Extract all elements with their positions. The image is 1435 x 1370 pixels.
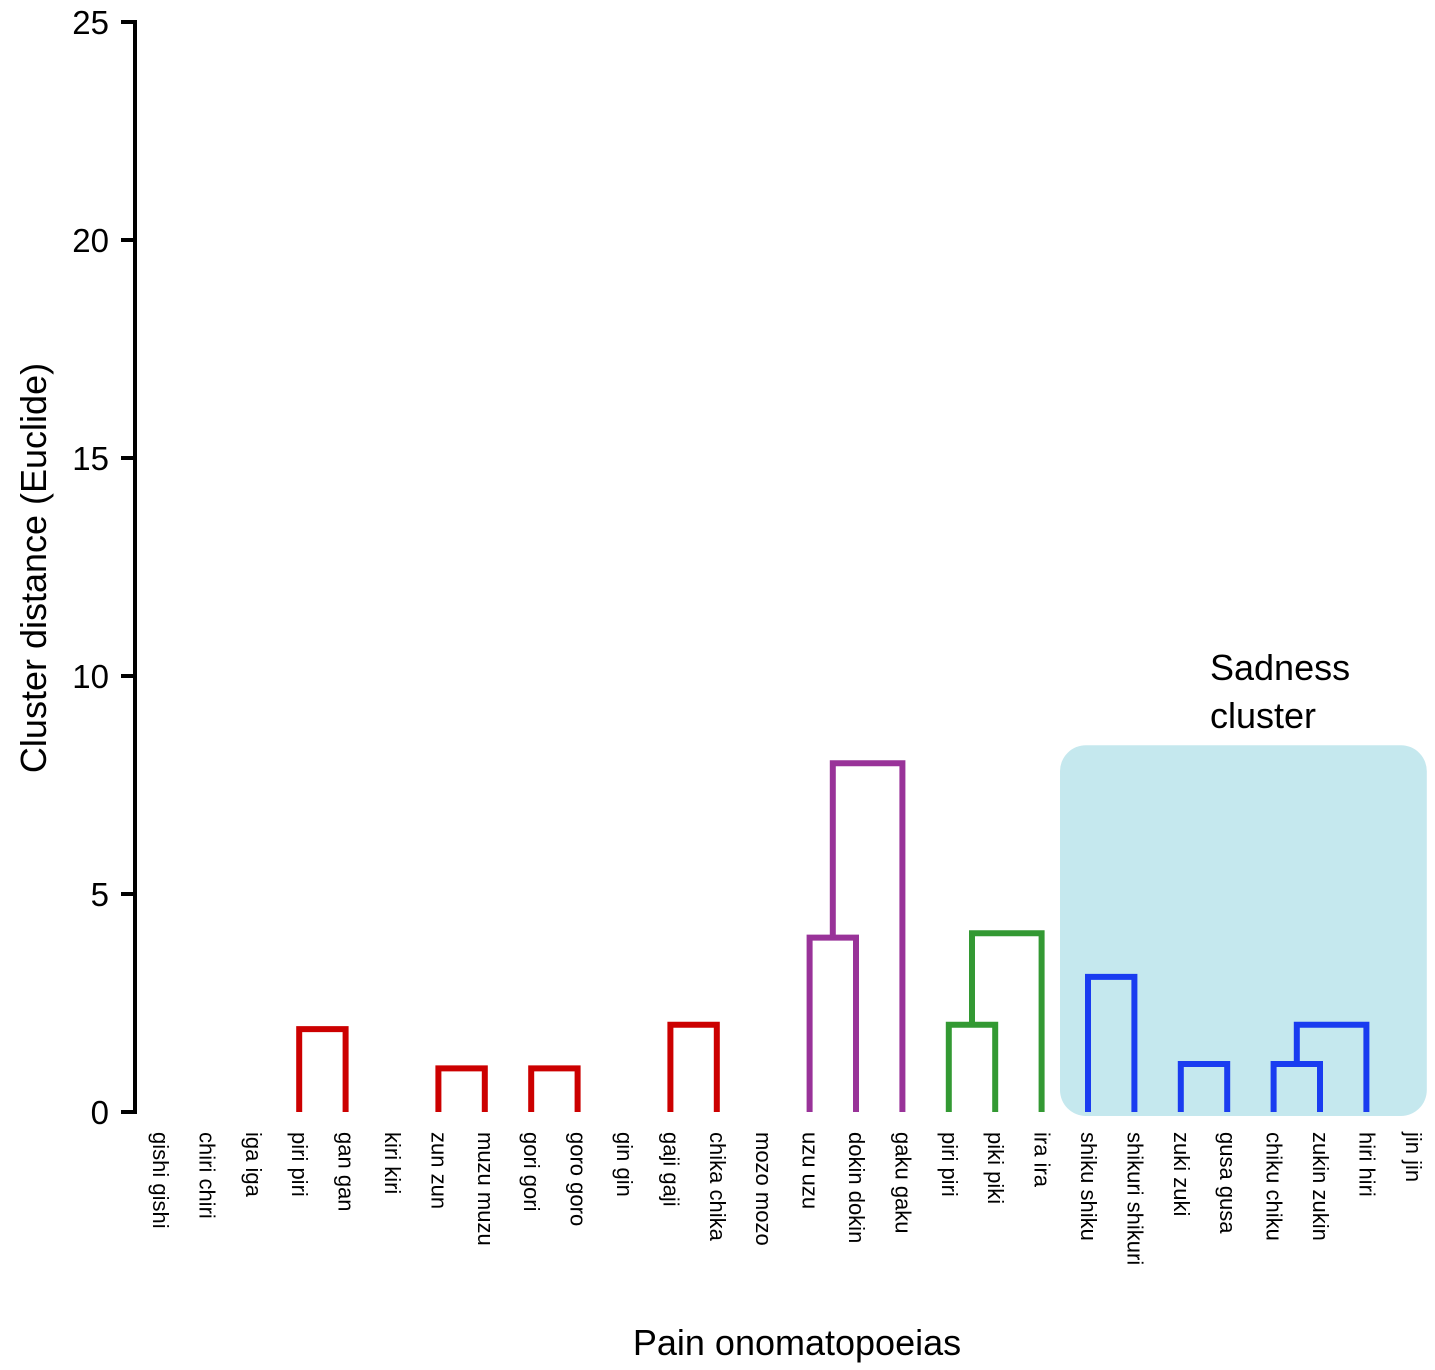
- leaf-label: piri piri: [937, 1132, 962, 1197]
- y-tick-label: 15: [72, 440, 109, 477]
- leaf-label: gan gan: [334, 1132, 359, 1212]
- sadness-cluster-label-line-2: cluster: [1210, 695, 1316, 736]
- y-tick-label: 20: [72, 222, 109, 259]
- leaf-label: gori gori: [519, 1132, 544, 1211]
- dendrogram-link: [806, 934, 859, 1112]
- leaf-label: gaji gaji: [658, 1132, 683, 1207]
- y-tick-label: 25: [72, 4, 109, 41]
- leaf-label: zun zun: [426, 1132, 451, 1209]
- dendrogram-links: [296, 760, 1370, 1112]
- sadness-cluster-label: Sadness cluster: [1210, 647, 1360, 736]
- y-axis-title: Cluster distance (Euclide): [13, 363, 54, 773]
- leaf-labels: gishi gishi chiri chiri iga iga piri piri ga…: [148, 1131, 1426, 1265]
- y-tick-label: 10: [72, 658, 109, 695]
- leaf-label: zukin zukin: [1308, 1132, 1333, 1241]
- leaf-label: gaku gaku: [890, 1132, 915, 1234]
- leaf-label: goro goro: [566, 1132, 591, 1226]
- y-tick-label: 5: [91, 876, 109, 913]
- leaf-label: gishi gishi: [148, 1132, 173, 1229]
- leaf-label: jin jin: [1401, 1131, 1426, 1182]
- leaf-label: gusa gusa: [1215, 1132, 1240, 1234]
- leaf-label: hiri hiri: [1354, 1132, 1379, 1197]
- leaf-label: muzu muzu: [473, 1132, 498, 1246]
- x-axis-title: Pain onomatopoeias: [633, 1322, 961, 1363]
- leaf-label: uzu uzu: [798, 1132, 823, 1209]
- sadness-cluster-highlight: [1060, 745, 1427, 1116]
- sadness-cluster-box: [1060, 745, 1427, 1116]
- leaf-label: ira ira: [1030, 1132, 1055, 1188]
- sadness-cluster-label-line-1: Sadness: [1210, 647, 1350, 688]
- leaf-label: chiku chiku: [1262, 1132, 1287, 1241]
- leaf-label: piki piki: [983, 1132, 1008, 1204]
- dendrogram-link: [528, 1065, 581, 1112]
- y-tick-label: 0: [91, 1094, 109, 1131]
- leaf-label: mozo mozo: [751, 1132, 776, 1246]
- dendrogram-link: [296, 1026, 349, 1112]
- leaf-label: shiku shiku: [1076, 1132, 1101, 1241]
- leaf-label: shikuri shikuri: [1122, 1132, 1147, 1265]
- dendrogram-link: [1177, 1061, 1231, 1112]
- leaf-label: piri piri: [287, 1132, 312, 1197]
- leaf-label: kiri kiri: [380, 1132, 405, 1194]
- dendrogram-link: [945, 1021, 999, 1112]
- leaf-label: chika chika: [705, 1132, 730, 1242]
- leaf-label: zuki zuki: [1169, 1132, 1194, 1216]
- y-axis: 0 5 10 15 20 25: [72, 4, 137, 1131]
- leaf-label: dokin dokin: [844, 1132, 869, 1243]
- dendrogram-link: [969, 930, 1045, 1112]
- dendrogram-link: [1085, 973, 1138, 1112]
- dendrogram-link: [1293, 1021, 1370, 1112]
- leaf-label: iga iga: [241, 1132, 266, 1198]
- leaf-label: chiri chiri: [194, 1132, 219, 1219]
- dendrogram-link: [667, 1021, 720, 1112]
- leaf-label: gin gin: [612, 1132, 637, 1197]
- dendrogram-link: [435, 1065, 488, 1112]
- dendrogram-link: [829, 760, 906, 1112]
